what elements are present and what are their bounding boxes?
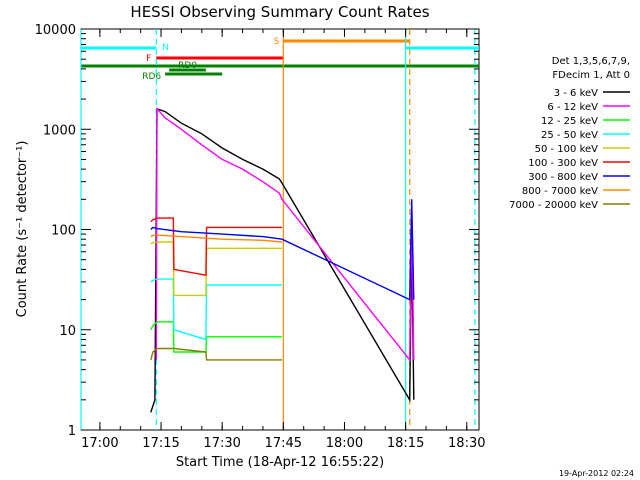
series-line [155,106,415,362]
legend-label: 6 - 12 keV [547,102,598,113]
legend-label: 3 - 6 keV [554,88,598,99]
x-tick-label: 18:30 [448,436,485,451]
flag-label: RD6 [142,72,161,82]
legend-label: 50 - 100 keV [535,144,599,155]
legend-label: 7000 - 20000 keV [509,200,598,211]
chart-title: HESSI Observing Summary Count Rates [130,3,429,21]
y-tick-label: 1000 [43,123,76,138]
footer-timestamp: 19-Apr-2012 02:24 [559,469,634,478]
y-tick-label: 10 [59,324,76,339]
series-line [150,347,282,361]
y-axis-label: Count Rate (s⁻¹ detector⁻¹) [15,141,30,318]
legend-label: 300 - 800 keV [528,172,598,183]
series-line [150,199,415,301]
legend-header: FDecim 1, Att 0 [552,70,630,81]
series-line [150,107,415,413]
legend-label: 100 - 300 keV [528,158,598,169]
vertical-markers [80,29,476,430]
series-line [150,217,282,277]
x-axis: 17:00 17:15 17:30 17:45 18:00 18:15 18:30 [81,29,486,451]
x-tick-label: 18:00 [326,436,363,451]
legend-label: 800 - 7000 keV [522,186,598,197]
series-line [150,234,283,243]
flag-label: S [274,37,280,47]
x-tick-label: 18:15 [387,436,424,451]
y-axis: 1 10 100 1000 10000 [35,23,479,439]
legend-label: 12 - 25 keV [541,116,598,127]
flag-label: N [162,43,169,53]
x-tick-label: 17:00 [81,436,118,451]
legend: Det 1,3,5,6,7,9, FDecim 1, Att 0 3 - 6 keV… [509,56,630,211]
y-tick-label: 1 [68,424,76,439]
series-lines [150,106,415,413]
flag-label: F [146,54,151,64]
legend-header: Det 1,3,5,6,7,9, [552,56,630,67]
y-tick-label: 10000 [35,23,76,38]
plot-area [80,28,480,431]
plot-frame [80,28,480,431]
y-tick-label: 100 [51,224,76,239]
series-line [150,278,282,341]
legend-label: 25 - 50 keV [541,130,598,141]
x-tick-label: 17:15 [142,436,179,451]
flag-bars: NFSRD0RD6 [81,37,479,82]
series-line [150,241,282,297]
x-tick-label: 17:30 [203,436,240,451]
series-line [150,321,282,353]
x-tick-label: 17:45 [265,436,302,451]
x-axis-label: Start Time (18-Apr-12 16:55:22) [176,455,384,470]
